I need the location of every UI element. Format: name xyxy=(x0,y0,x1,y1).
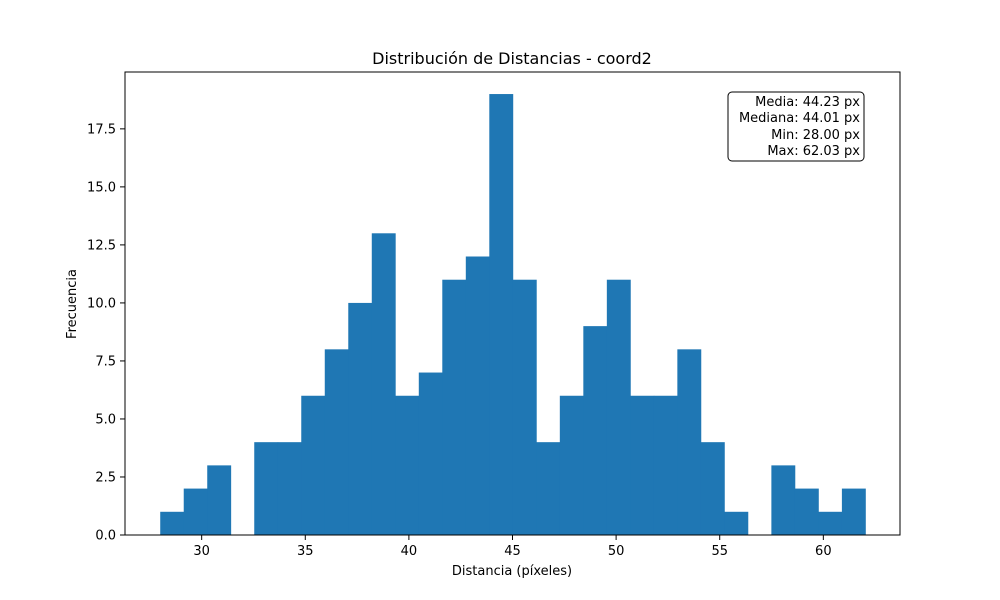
histogram-bar xyxy=(207,465,232,535)
histogram-bar xyxy=(371,233,396,535)
histogram-bar xyxy=(630,395,655,535)
histogram-bar xyxy=(536,442,561,535)
histogram-bar xyxy=(818,511,843,535)
histogram-bar xyxy=(724,511,749,535)
histogram-bar xyxy=(771,465,796,535)
x-tick-label: 30 xyxy=(193,544,210,559)
histogram-bar xyxy=(442,279,467,535)
x-tick-label: 35 xyxy=(297,544,314,559)
x-tick-label: 55 xyxy=(711,544,728,559)
histogram-bar xyxy=(512,279,537,535)
histogram-bar xyxy=(254,442,279,535)
stats-min: Min: 28.00 px xyxy=(771,128,860,143)
stats-mean: Media: 44.23 px xyxy=(755,95,860,110)
histogram-bar xyxy=(324,349,349,535)
y-tick-label: 17.5 xyxy=(87,122,116,137)
x-axis-ticks: 30 35 40 45 50 55 60 xyxy=(193,535,832,559)
histogram-bar xyxy=(395,395,420,535)
histogram-bar xyxy=(301,395,326,535)
histogram-bar xyxy=(794,488,819,535)
histogram-bar xyxy=(559,395,584,535)
histogram-bar xyxy=(418,372,443,535)
histogram-bar xyxy=(700,442,725,535)
x-tick-label: 60 xyxy=(815,544,832,559)
y-tick-label: 0.0 xyxy=(95,529,116,544)
chart-title: Distribución de Distancias - coord2 xyxy=(372,49,652,68)
y-tick-label: 10.0 xyxy=(87,296,116,311)
y-axis-ticks: 0.0 2.5 5.0 7.5 10.0 12.5 15.0 17.5 xyxy=(87,122,125,544)
stats-median: Mediana: 44.01 px xyxy=(739,111,860,126)
stats-max: Max: 62.03 px xyxy=(767,144,860,159)
histogram-bar xyxy=(348,302,373,535)
x-tick-label: 40 xyxy=(401,544,418,559)
histogram-bar xyxy=(677,349,702,535)
histogram-bar xyxy=(160,511,185,535)
x-axis-title: Distancia (píxeles) xyxy=(452,564,572,579)
y-tick-label: 2.5 xyxy=(95,470,116,485)
histogram-bar xyxy=(606,279,631,535)
y-tick-label: 7.5 xyxy=(95,354,116,369)
y-tick-label: 12.5 xyxy=(87,238,116,253)
x-tick-label: 45 xyxy=(504,544,521,559)
stats-box-frame xyxy=(727,91,865,162)
y-axis-title: Frecuencia xyxy=(65,269,80,339)
histogram-bar xyxy=(653,395,678,535)
y-tick-label: 15.0 xyxy=(87,180,116,195)
stats-box: Media: 44.23 px Mediana: 44.01 px Min: 2… xyxy=(727,91,865,162)
histogram-bar xyxy=(183,488,208,535)
histogram-bar xyxy=(841,488,866,535)
histogram-bar xyxy=(583,326,608,535)
histogram-bars xyxy=(160,94,866,536)
histogram-bar xyxy=(489,94,514,536)
x-tick-label: 50 xyxy=(608,544,625,559)
histogram-bar xyxy=(277,442,302,535)
histogram-bar xyxy=(465,256,490,535)
y-tick-label: 5.0 xyxy=(95,412,116,427)
